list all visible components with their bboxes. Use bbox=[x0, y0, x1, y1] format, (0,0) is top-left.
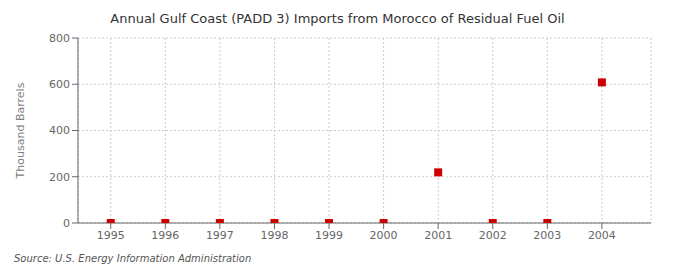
svg-text:200: 200 bbox=[49, 171, 70, 184]
svg-text:800: 800 bbox=[49, 32, 70, 45]
svg-text:1998: 1998 bbox=[260, 229, 288, 242]
svg-text:400: 400 bbox=[49, 124, 70, 137]
svg-text:2002: 2002 bbox=[479, 229, 507, 242]
svg-text:Thousand Barrels: Thousand Barrels bbox=[14, 82, 27, 179]
svg-text:1997: 1997 bbox=[206, 229, 234, 242]
svg-text:2001: 2001 bbox=[424, 229, 452, 242]
html-text:Annual Gulf Coast (PADD 3) Imp: Annual Gulf Coast (PADD 3) Imports from … bbox=[110, 11, 565, 26]
svg-text:1999: 1999 bbox=[315, 229, 343, 242]
svg-text:2004: 2004 bbox=[588, 229, 616, 242]
svg-text:1996: 1996 bbox=[151, 229, 179, 242]
svg-text:600: 600 bbox=[49, 78, 70, 91]
svg-text:2003: 2003 bbox=[533, 229, 561, 242]
html-text:Source: U.S. Energy Informatio: Source: U.S. Energy Information Administ… bbox=[14, 253, 252, 264]
svg-text:2000: 2000 bbox=[370, 229, 398, 242]
svg-text:1995: 1995 bbox=[97, 229, 125, 242]
svg-text:0: 0 bbox=[63, 217, 70, 230]
